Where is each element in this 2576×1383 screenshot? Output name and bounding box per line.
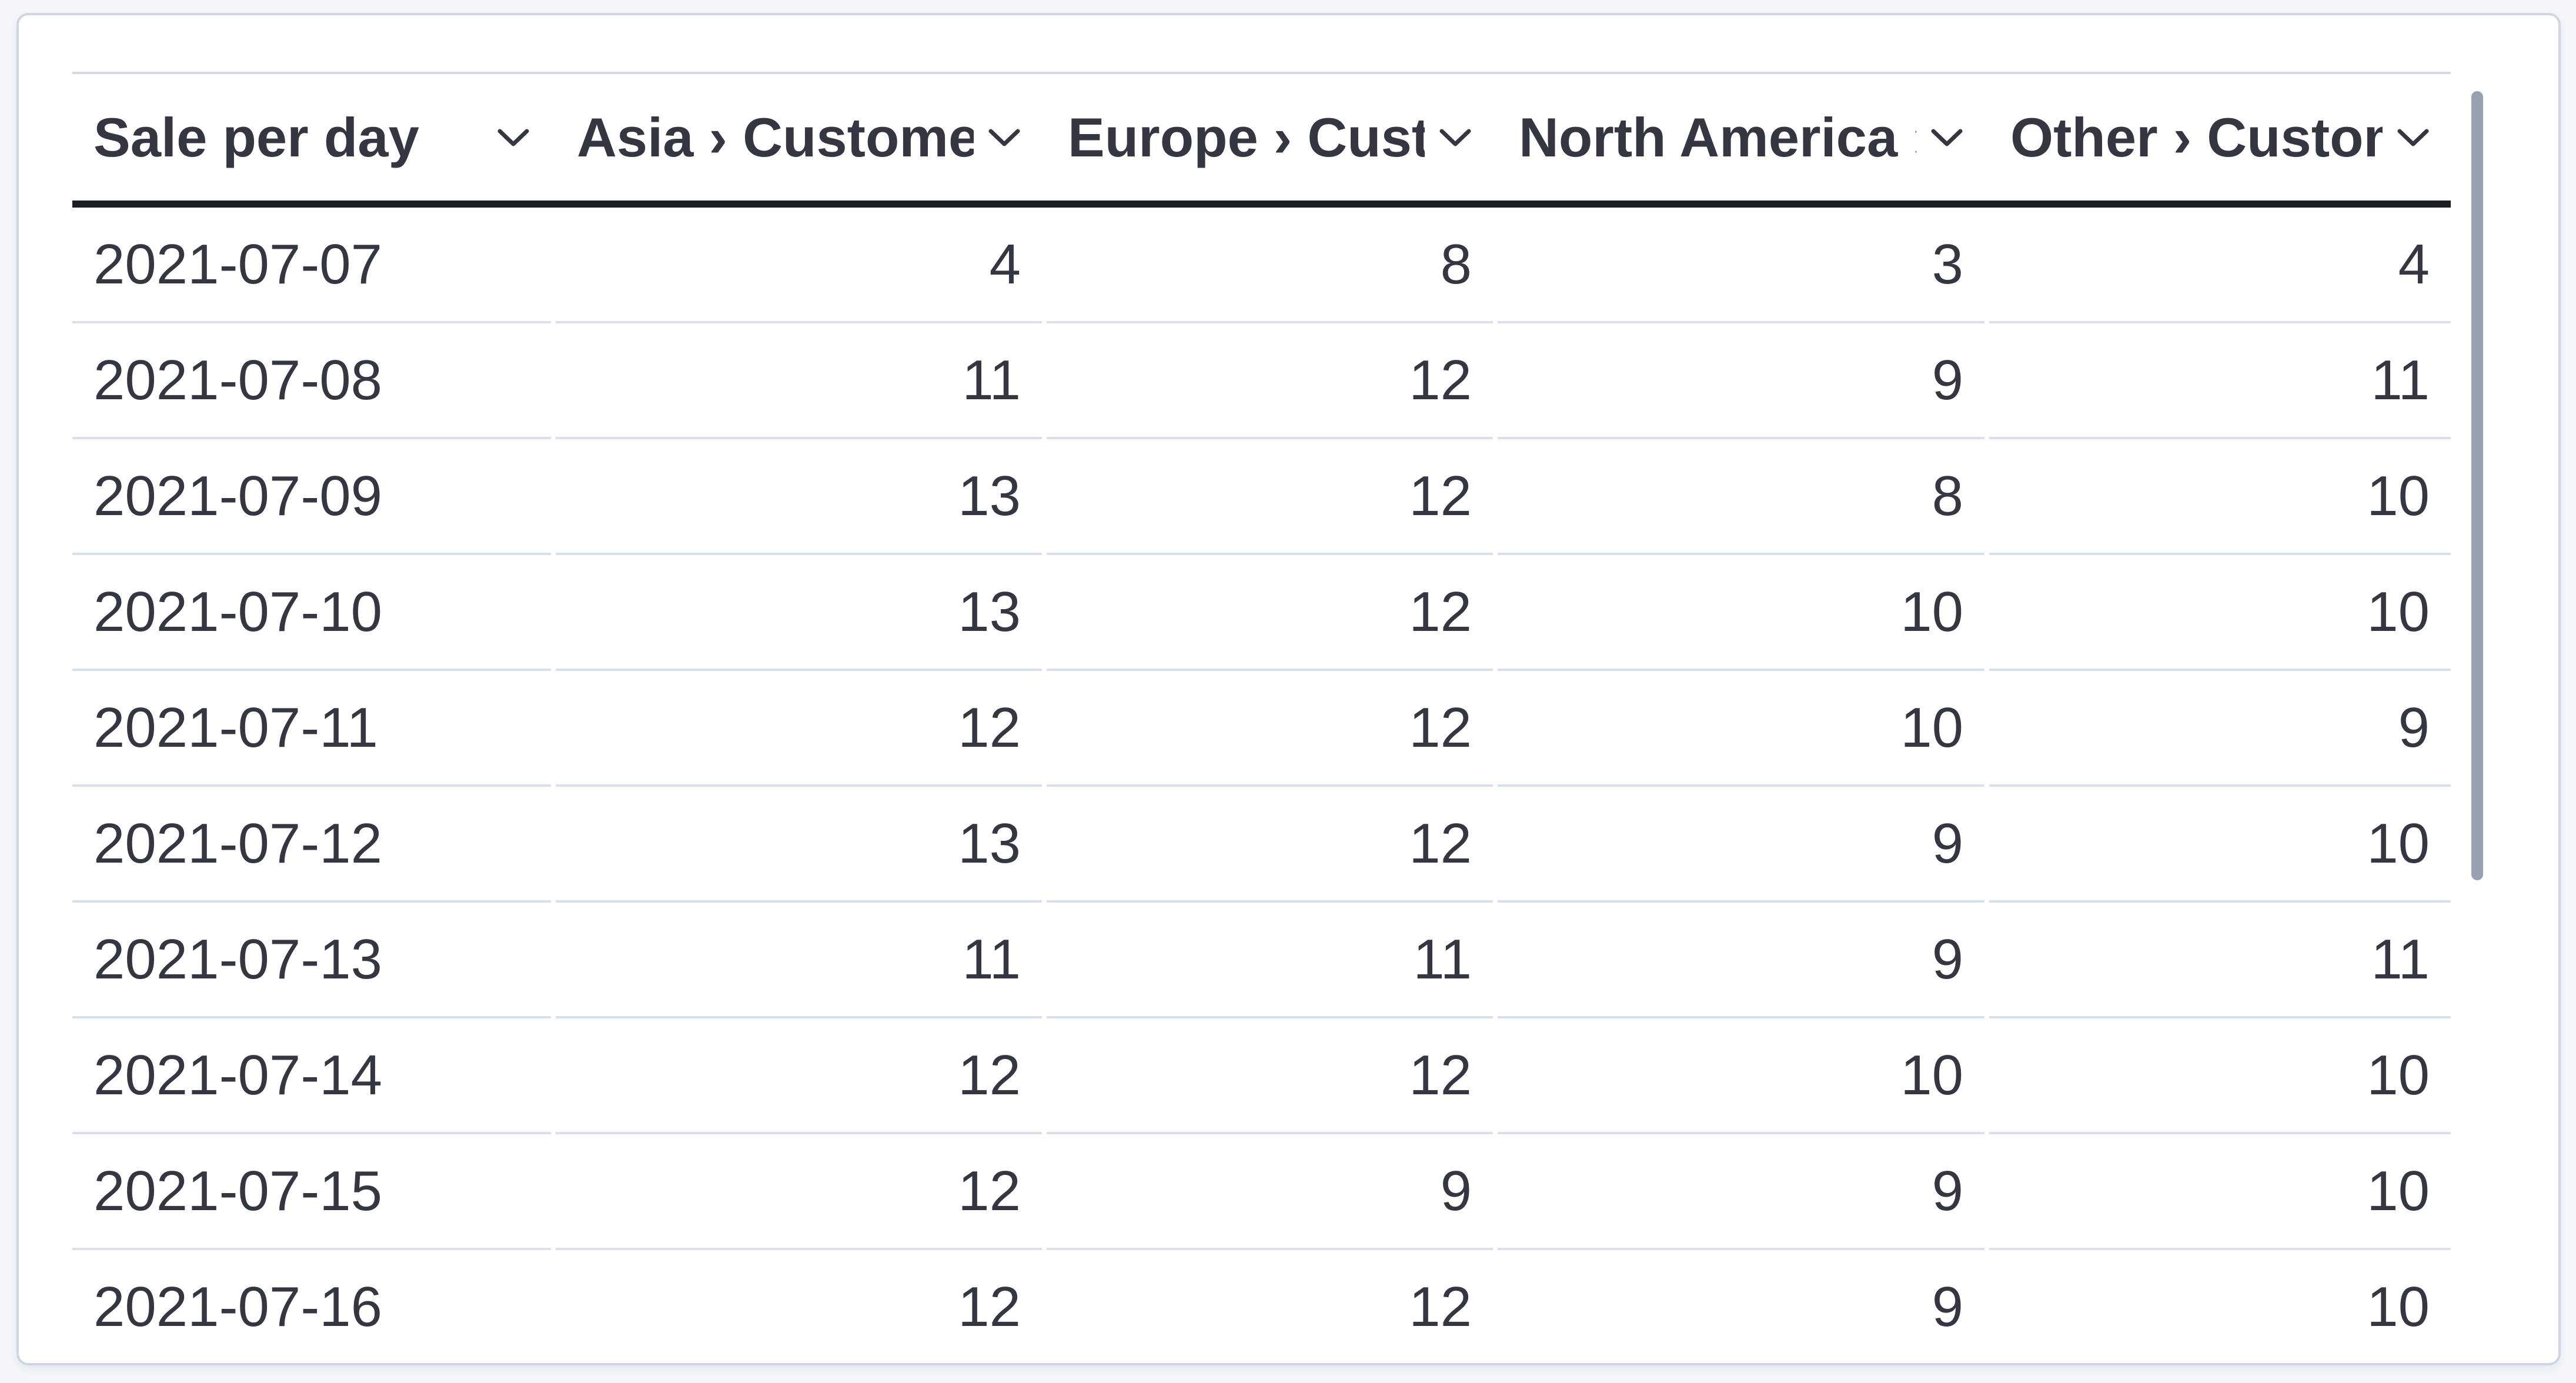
value-cell[interactable]: 11	[556, 323, 1042, 439]
value-cell[interactable]: 9	[1498, 323, 1984, 439]
column-header-other-customers[interactable]: Other › Customers	[1989, 74, 2451, 201]
date-cell[interactable]: 2021-07-12	[72, 787, 551, 903]
date-cell[interactable]: 2021-07-14	[72, 1018, 551, 1134]
value-cell[interactable]: 9	[1498, 1134, 1984, 1250]
value-cell[interactable]: 12	[1047, 323, 1493, 439]
date-cell[interactable]: 2021-07-11	[72, 671, 551, 787]
column-header-sale-per-day[interactable]: Sale per day	[72, 74, 551, 201]
column-header-asia-customers[interactable]: Asia › Customers	[556, 74, 1042, 201]
table-row: 2021-07-12 13 12 9 10	[72, 787, 2451, 903]
value-cell[interactable]: 12	[556, 1250, 1042, 1363]
data-grid: Sale per day Asia › Customers Europe › C…	[72, 72, 2451, 1363]
value-cell[interactable]: 4	[1989, 208, 2451, 323]
date-cell[interactable]: 2021-07-08	[72, 323, 551, 439]
value-cell[interactable]: 10	[1989, 1018, 2451, 1134]
value-cell[interactable]: 13	[556, 787, 1042, 903]
value-cell[interactable]: 10	[1989, 787, 2451, 903]
date-cell[interactable]: 2021-07-10	[72, 555, 551, 671]
chevron-down-icon[interactable]	[2397, 128, 2430, 148]
value-cell[interactable]: 10	[1989, 555, 2451, 671]
date-cell[interactable]: 2021-07-09	[72, 439, 551, 555]
value-cell[interactable]: 8	[1047, 208, 1493, 323]
value-cell[interactable]: 12	[1047, 671, 1493, 787]
value-cell[interactable]: 10	[1989, 1250, 2451, 1363]
column-header-label: Other › Customers	[2010, 106, 2383, 168]
date-cell[interactable]: 2021-07-07	[72, 208, 551, 323]
value-cell[interactable]: 10	[1989, 439, 2451, 555]
value-cell[interactable]: 11	[1989, 903, 2451, 1018]
chevron-down-icon[interactable]	[497, 128, 530, 148]
column-header-europe-customers[interactable]: Europe › Customers	[1047, 74, 1493, 201]
chevron-down-icon[interactable]	[1930, 128, 1963, 148]
table-row: 2021-07-16 12 12 9 10	[72, 1250, 2451, 1363]
value-cell[interactable]: 12	[556, 671, 1042, 787]
value-cell[interactable]: 13	[556, 555, 1042, 671]
table-row: 2021-07-14 12 12 10 10	[72, 1018, 2451, 1134]
value-cell[interactable]: 12	[1047, 439, 1493, 555]
value-cell[interactable]: 12	[1047, 555, 1493, 671]
data-grid-header-row: Sale per day Asia › Customers Europe › C…	[72, 72, 2451, 208]
value-cell[interactable]: 13	[556, 439, 1042, 555]
value-cell[interactable]: 10	[1498, 555, 1984, 671]
value-cell[interactable]: 12	[556, 1134, 1042, 1250]
date-cell[interactable]: 2021-07-13	[72, 903, 551, 1018]
table-row: 2021-07-15 12 9 9 10	[72, 1134, 2451, 1250]
value-cell[interactable]: 3	[1498, 208, 1984, 323]
value-cell[interactable]: 9	[1047, 1134, 1493, 1250]
table-row: 2021-07-08 11 12 9 11	[72, 323, 2451, 439]
table-row: 2021-07-10 13 12 10 10	[72, 555, 2451, 671]
value-cell[interactable]: 12	[1047, 787, 1493, 903]
value-cell[interactable]: 12	[556, 1018, 1042, 1134]
data-grid-body: 2021-07-07 4 8 3 4 2021-07-08 11 12 9 11 2021-07-0…	[72, 208, 2451, 1363]
column-header-north-america-customers[interactable]: North America › Customers	[1498, 74, 1984, 201]
chevron-down-icon[interactable]	[1439, 128, 1472, 148]
table-row: 2021-07-07 4 8 3 4	[72, 208, 2451, 323]
table-row: 2021-07-13 11 11 9 11	[72, 903, 2451, 1018]
column-header-label: Europe › Customers	[1068, 106, 1425, 168]
value-cell[interactable]: 8	[1498, 439, 1984, 555]
column-header-label: North America › Customers	[1519, 106, 1916, 168]
chevron-down-icon[interactable]	[988, 128, 1021, 148]
value-cell[interactable]: 10	[1989, 1134, 2451, 1250]
value-cell[interactable]: 12	[1047, 1018, 1493, 1134]
date-cell[interactable]: 2021-07-16	[72, 1250, 551, 1363]
value-cell[interactable]: 12	[1047, 1250, 1493, 1363]
value-cell[interactable]: 11	[556, 903, 1042, 1018]
value-cell[interactable]: 10	[1498, 671, 1984, 787]
table-row: 2021-07-11 12 12 10 9	[72, 671, 2451, 787]
value-cell[interactable]: 11	[1989, 323, 2451, 439]
value-cell[interactable]: 11	[1047, 903, 1493, 1018]
table-row: 2021-07-09 13 12 8 10	[72, 439, 2451, 555]
value-cell[interactable]: 9	[1498, 1250, 1984, 1363]
value-cell[interactable]: 9	[1989, 671, 2451, 787]
column-header-label: Asia › Customers	[577, 106, 974, 168]
value-cell[interactable]: 4	[556, 208, 1042, 323]
value-cell[interactable]: 10	[1498, 1018, 1984, 1134]
datatable-panel: Sale per day Asia › Customers Europe › C…	[16, 13, 2561, 1365]
value-cell[interactable]: 9	[1498, 903, 1984, 1018]
vertical-scrollbar-thumb[interactable]	[2471, 91, 2483, 880]
value-cell[interactable]: 9	[1498, 787, 1984, 903]
date-cell[interactable]: 2021-07-15	[72, 1134, 551, 1250]
column-header-label: Sale per day	[93, 106, 419, 168]
